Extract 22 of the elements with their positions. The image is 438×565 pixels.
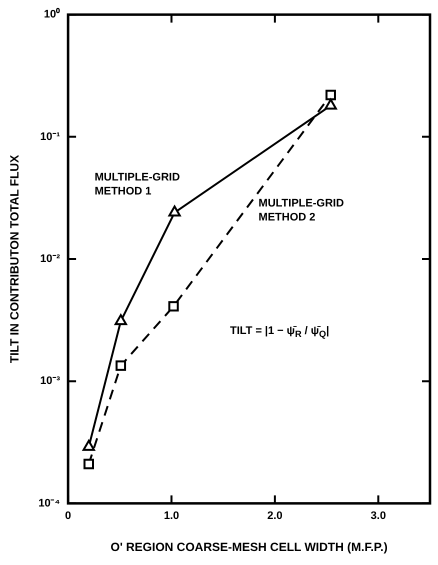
y-tick-label: 10⁻¹ [40,130,60,143]
point [82,440,95,451]
x-axis-title: O' REGION COARSE-MESH CELL WIDTH (M.F.P.) [110,540,388,554]
series-label: MULTIPLE-GRID METHOD 1 [94,172,180,198]
x-tick-label: 1.0 [164,510,180,522]
y-tick-label: 10⁰ [44,8,60,21]
x-tick-label: 3.0 [370,510,386,522]
series-label: MULTIPLE-GRID METHOD 2 [258,197,344,224]
point [168,301,179,312]
point [168,206,181,217]
point [84,458,94,470]
point [325,90,336,100]
point [324,98,337,110]
point [116,360,126,371]
y-tick-label: 10⁻⁴ [38,497,60,510]
annotation: TILT = |1 − ψ̄$_{R}$ / ψ̄$_{Q}$| [230,325,330,340]
y-tick-label: 10⁻² [40,253,60,266]
x-tick-label: 2.0 [267,510,283,522]
point [114,314,128,326]
x-tick-label: 0 [65,510,72,522]
y-axis-title: TILT IN CONTRIBUTON TOTAL FLUX [8,154,22,364]
y-tick-label: 10⁻³ [40,375,60,388]
